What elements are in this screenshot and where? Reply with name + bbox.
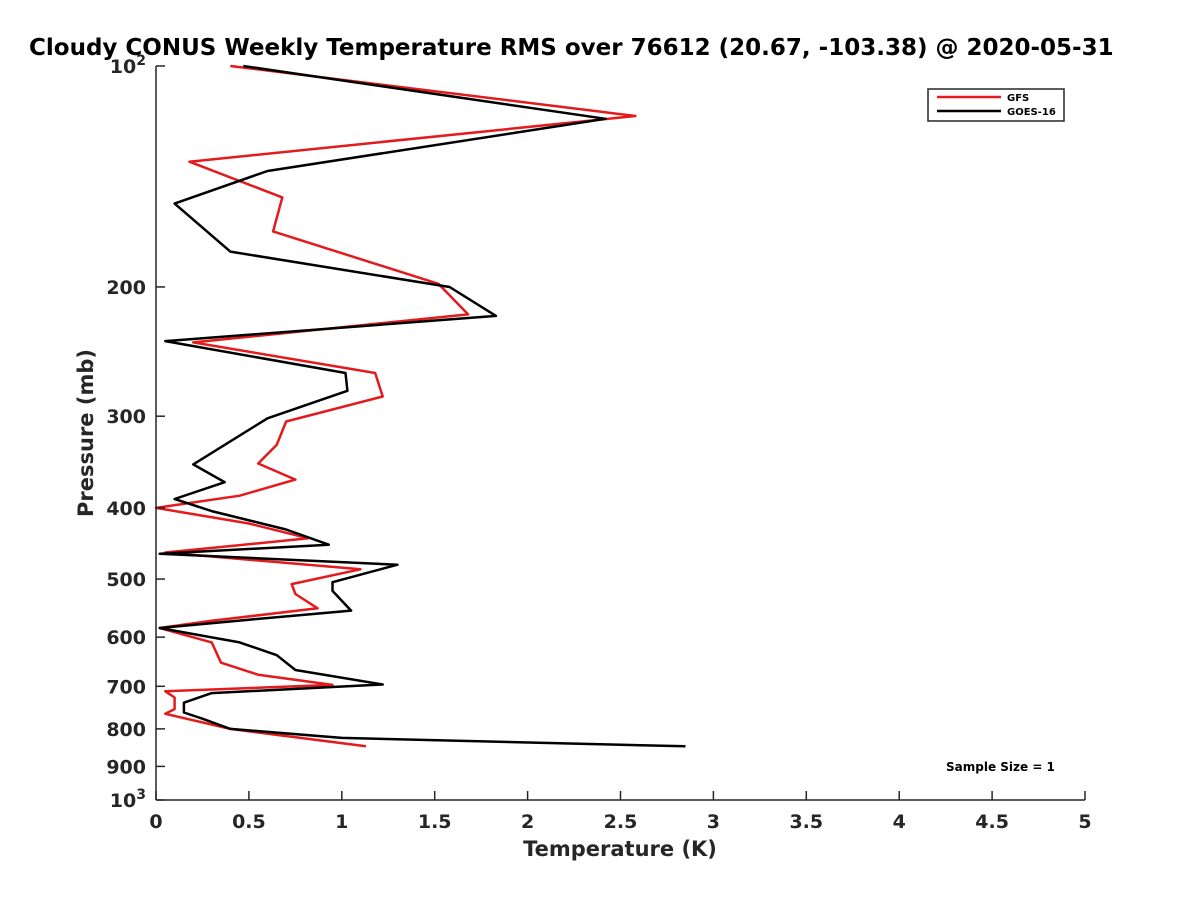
x-axis-label: Temperature (K) xyxy=(523,837,717,861)
x-tick-label: 4 xyxy=(893,811,906,833)
x-tick-label: 1 xyxy=(335,811,348,833)
y-tick-label: 900 xyxy=(106,756,146,778)
x-tick-label: 2.5 xyxy=(604,811,638,833)
legend: GFS GOES-16 xyxy=(927,88,1065,122)
x-tick-label: 3.5 xyxy=(789,811,823,833)
legend-label-gfs: GFS xyxy=(1007,93,1029,104)
x-tick-label: 0 xyxy=(149,811,162,833)
x-tick-label: 0.5 xyxy=(232,811,266,833)
y-tick-label: 500 xyxy=(106,569,146,591)
sample-size-annotation: Sample Size = 1 xyxy=(946,760,1055,774)
y-tick-label: 600 xyxy=(106,627,146,649)
y-tick-label: 102 xyxy=(110,53,146,78)
x-tick-label: 2 xyxy=(521,811,534,833)
y-axis-label: Pressure (mb) xyxy=(74,349,98,517)
y-tick-label: 103 xyxy=(110,787,146,812)
y-tick-label: 700 xyxy=(106,676,146,698)
legend-box xyxy=(927,88,1065,122)
y-ticks: 200 300 400 500 600 700 800 900 102 103 xyxy=(106,53,165,812)
y-tick-label: 300 xyxy=(106,406,146,428)
chart-title: Cloudy CONUS Weekly Temperature RMS over… xyxy=(29,35,1114,61)
y-tick-label: 400 xyxy=(106,498,146,520)
x-ticks: 0 0.5 1 1.5 2 2.5 3 3.5 4 4.5 5 xyxy=(149,791,1092,833)
x-tick-label: 5 xyxy=(1078,811,1091,833)
y-tick-label: 200 xyxy=(106,277,146,299)
legend-label-goes-16: GOES-16 xyxy=(1007,107,1056,118)
x-tick-label: 3 xyxy=(707,811,720,833)
x-tick-label: 4.5 xyxy=(975,811,1009,833)
series-line-goes-16 xyxy=(158,64,686,748)
y-tick-label: 800 xyxy=(106,719,146,741)
x-tick-label: 1.5 xyxy=(418,811,452,833)
series-layer xyxy=(154,64,686,748)
plot-area xyxy=(156,66,1085,800)
